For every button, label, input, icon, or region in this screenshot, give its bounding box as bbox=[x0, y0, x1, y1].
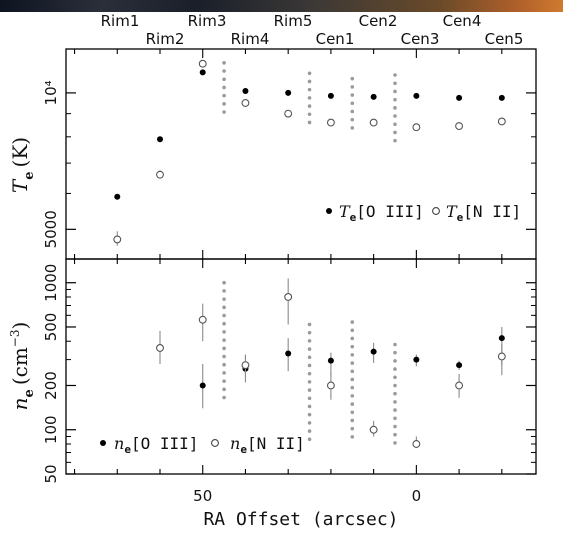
top-oiii-point bbox=[498, 94, 505, 101]
bottom-nii-point bbox=[198, 315, 207, 324]
bottom-oiii-point bbox=[413, 356, 420, 363]
legend-marker-ne-oiii bbox=[100, 440, 106, 446]
bottom-y-axis-title: ne(cm−3) bbox=[8, 322, 37, 411]
top-nii-point bbox=[198, 59, 207, 68]
position-label-cen4: Cen4 bbox=[443, 12, 482, 30]
top-oiii-point bbox=[285, 89, 292, 96]
position-label-cen5: Cen5 bbox=[485, 30, 524, 48]
top-nii-point bbox=[156, 170, 164, 179]
position-labels: Rim1 Rim3 Rim5 Cen2 Cen4 Rim2 Rim4 Cen1 … bbox=[101, 12, 524, 48]
bottom-nii-point bbox=[412, 440, 421, 448]
bottom-oiii-point bbox=[456, 362, 463, 369]
legend-label-ne-oiii: ne[O III] bbox=[114, 434, 198, 456]
legend-label-ne-nii: ne[N II] bbox=[230, 434, 305, 456]
bottom-nii-point bbox=[241, 361, 250, 370]
x-tick-label: 50 bbox=[193, 487, 212, 505]
top-y-axis-title: Te(K) bbox=[8, 137, 37, 193]
x-axis-title: RA Offset (arcsec) bbox=[203, 509, 398, 530]
top-nii-point bbox=[369, 118, 378, 127]
top-oiii-point bbox=[114, 193, 121, 200]
top-nii-point bbox=[455, 122, 464, 131]
bottom-y-tick-label: 100 bbox=[42, 415, 60, 444]
top-oiii-point bbox=[413, 92, 420, 99]
top-nii-point bbox=[326, 118, 335, 127]
top-oiii-point bbox=[456, 94, 463, 101]
position-label-rim3: Rim3 bbox=[188, 12, 227, 30]
bottom-oiii-point bbox=[199, 382, 206, 389]
legend-label-te-oiii: Te[O III] bbox=[339, 202, 424, 224]
top-oiii-point bbox=[327, 92, 334, 99]
x-tick-label: 0 bbox=[412, 487, 422, 505]
top-nii-point bbox=[497, 117, 506, 126]
position-label-rim2: Rim2 bbox=[146, 30, 185, 48]
top-nii-point bbox=[412, 123, 421, 132]
position-label-rim4: Rim4 bbox=[231, 30, 270, 48]
bottom-oiii-point bbox=[498, 335, 505, 342]
top-panel-frame bbox=[65, 48, 537, 260]
top-nii-point bbox=[241, 99, 250, 107]
bottom-nii-point bbox=[284, 293, 293, 301]
bottom-nii-point bbox=[369, 425, 378, 434]
top-legend: Te[O III] Te[N II] bbox=[326, 202, 521, 224]
bottom-panel-frame bbox=[65, 258, 537, 475]
position-label-rim1: Rim1 bbox=[101, 12, 140, 30]
top-nii-point bbox=[113, 235, 122, 244]
bottom-legend: ne[O III] ne[N II] bbox=[100, 434, 305, 456]
legend-label-te-nii: Te[N II] bbox=[446, 202, 521, 224]
bottom-y-tick-label: 1000 bbox=[42, 264, 60, 302]
position-label-cen3: Cen3 bbox=[401, 30, 440, 48]
legend-marker-te-oiii bbox=[326, 208, 332, 214]
bottom-nii-point bbox=[156, 344, 164, 352]
bottom-y-tick-label: 200 bbox=[42, 371, 60, 400]
top-oiii-point bbox=[370, 93, 377, 100]
top-oiii-point bbox=[242, 87, 249, 94]
data-points bbox=[113, 59, 506, 449]
bottom-oiii-point bbox=[327, 357, 334, 364]
bottom-nii-point bbox=[326, 381, 335, 390]
position-label-rim5: Rim5 bbox=[274, 12, 313, 30]
bottom-oiii-point bbox=[285, 350, 292, 357]
bottom-y-tick-label: 500 bbox=[42, 313, 60, 342]
slit-range-markers bbox=[222, 61, 397, 450]
position-label-cen1: Cen1 bbox=[316, 30, 355, 48]
bottom-oiii-point bbox=[370, 348, 377, 355]
legend-marker-te-nii bbox=[432, 207, 440, 215]
top-nii-point bbox=[284, 109, 293, 118]
position-label-cen2: Cen2 bbox=[359, 12, 398, 30]
bottom-nii-point bbox=[497, 352, 506, 361]
bottom-y-tick-label: 50 bbox=[42, 464, 60, 483]
top-y-tick-label: 5000 bbox=[42, 210, 60, 248]
top-oiii-point bbox=[157, 136, 163, 143]
photo-strip bbox=[0, 0, 563, 12]
bottom-nii-point bbox=[455, 381, 464, 390]
legend-marker-ne-nii bbox=[211, 439, 219, 447]
top-oiii-point bbox=[199, 69, 206, 76]
top-y-tick-label: 10⁴ bbox=[42, 80, 60, 105]
